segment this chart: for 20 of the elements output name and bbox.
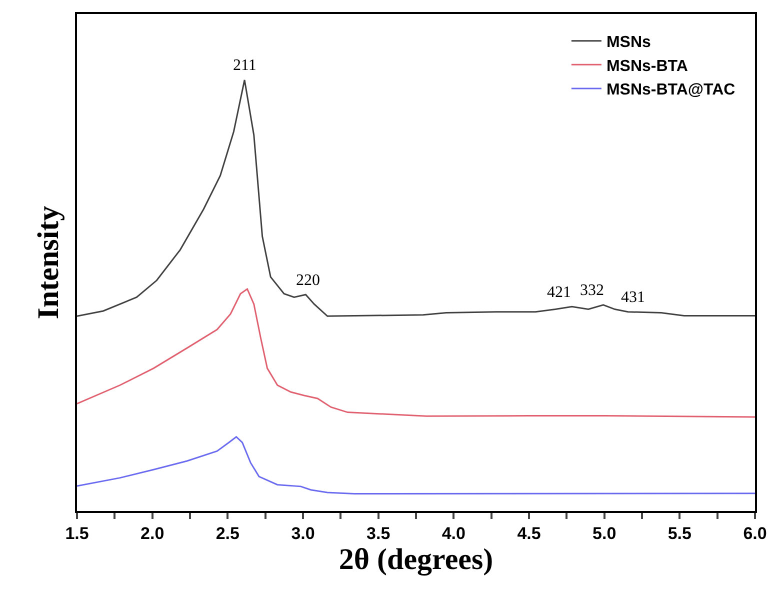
x-tick-label: 3.5: [366, 524, 390, 544]
y-axis-title: Intensity: [32, 206, 65, 320]
x-tick-label: 4.5: [517, 524, 541, 544]
annotation: 431: [621, 289, 645, 306]
x-tick-label: 6.0: [743, 524, 767, 544]
x-tick-label: 3.0: [291, 524, 315, 544]
x-axis-title: 2θ (degrees): [338, 543, 494, 576]
legend-label: MSNs: [606, 34, 651, 52]
x-tick-label: 5.5: [668, 524, 692, 544]
annotation: 220: [296, 272, 320, 289]
annotation: 421: [547, 284, 571, 301]
annotation: 211: [233, 57, 256, 74]
x-tick-label: 2.5: [216, 524, 240, 544]
legend-label: MSNs-BTA@TAC: [606, 82, 736, 99]
legend-label: MSNs-BTA: [606, 58, 688, 75]
annotation: 332: [580, 282, 604, 299]
x-tick-label: 4.0: [442, 524, 466, 544]
x-tick-label: 1.5: [65, 524, 89, 544]
x-tick-label: 5.0: [592, 524, 616, 544]
x-tick-label: 2.0: [140, 524, 164, 544]
